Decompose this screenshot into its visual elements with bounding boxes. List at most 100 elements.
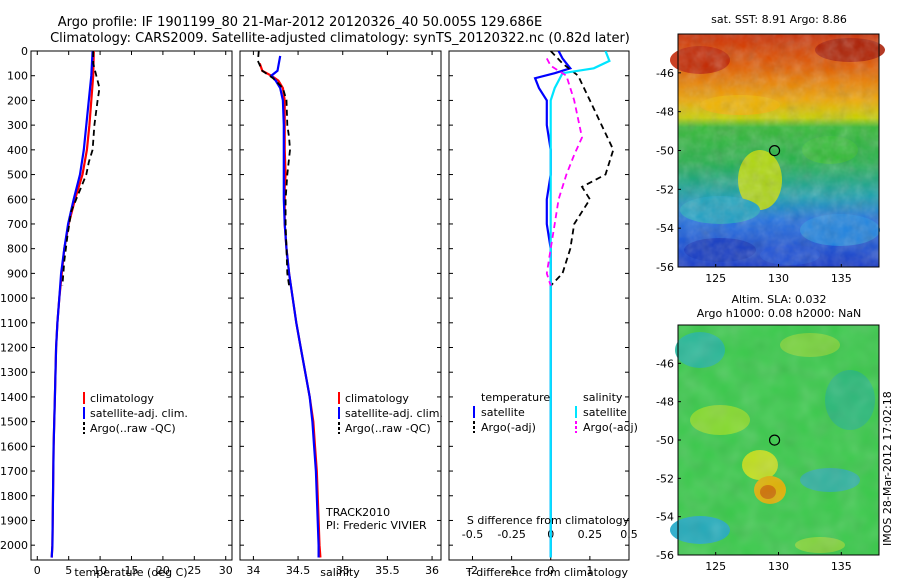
map-y-tick-label: -48: [656, 396, 674, 409]
temperature-series: [50, 51, 101, 558]
legend-label-argo: Argo(..raw -QC): [345, 422, 431, 435]
x-tick-label: 0: [34, 564, 41, 577]
series-line-argo-raw-qc-: [256, 51, 291, 286]
y-tick-label: 1300: [0, 366, 28, 379]
y-tick-label: 600: [7, 193, 28, 206]
y-tick-label: 100: [7, 70, 28, 83]
figure-title-line1: Argo profile: IF 1901199_80 21-Mar-2012 …: [58, 15, 542, 30]
difference-series: [533, 51, 615, 558]
legend-header-salinity: salinity: [583, 391, 623, 404]
temperature-axes: 0100200300400500600700800900100011001200…: [0, 45, 233, 577]
legend-label-satellite: satellite-adj. clim.: [90, 407, 188, 420]
salinity-legend: climatology satellite-adj. clim. Argo(..…: [325, 392, 443, 532]
map-y-tick-label: -46: [656, 357, 674, 370]
argo-location-marker: [768, 434, 781, 446]
difference-panel-frame: [448, 50, 630, 561]
secondary-x-tick-label: 0.25: [578, 528, 603, 541]
y-tick-label: 1600: [0, 440, 28, 453]
y-tick-label: 1200: [0, 342, 28, 355]
x-tick-label: 0: [547, 564, 554, 577]
map-y-tick-label: -52: [656, 183, 674, 196]
sst-map-title: sat. SST: 8.91 Argo: 8.86: [711, 13, 847, 26]
y-tick-label: 0: [21, 45, 28, 58]
y-tick-label: 1400: [0, 391, 28, 404]
x-tick-label: 25: [187, 564, 201, 577]
sla-map-title-line1: Altim. SLA: 0.032: [731, 293, 826, 306]
x-tick-label: -1: [506, 564, 517, 577]
map-y-tick-label: -48: [656, 106, 674, 119]
x-tick-label: 36: [425, 564, 439, 577]
x-tick-label: 35.5: [375, 564, 400, 577]
sla-map-texture: [678, 325, 879, 555]
temperature-legend: climatology satellite-adj. clim. Argo(..…: [83, 392, 188, 435]
legend-label-argo: Argo(..raw -QC): [90, 422, 176, 435]
legend-header-temperature: temperature: [481, 391, 550, 404]
y-tick-label: 1500: [0, 416, 28, 429]
difference-xlabel: T difference from climatology: [465, 566, 628, 579]
y-tick-label: 1800: [0, 490, 28, 503]
series-line-salinity-satellite: [549, 51, 611, 558]
series-line-argo-raw-qc-: [61, 51, 101, 286]
x-tick-label: 10: [93, 564, 107, 577]
salinity-axes: 34 34.5 35 35.5 36: [240, 50, 441, 577]
x-tick-label: 5: [65, 564, 72, 577]
legend-label-climatology: climatology: [90, 392, 154, 405]
y-tick-label: 800: [7, 243, 28, 256]
map-y-tick-label: -56: [656, 549, 674, 562]
y-tick-label: 1000: [0, 292, 28, 305]
sst-map: 125 130 135 -46 -48 -50 -52 -54 -56: [656, 33, 885, 285]
x-tick-label: 15: [125, 564, 139, 577]
legend-label-temp-argo: Argo(-adj): [481, 421, 536, 434]
x-tick-label: 20: [156, 564, 170, 577]
footer-stamp: IMOS 28-Mar-2012 17:02:18: [881, 391, 894, 546]
pi-annotation: PI: Frederic VIVIER: [326, 519, 427, 532]
salinity-panel-frame: [239, 50, 442, 561]
salinity-xlabel: salinity: [320, 566, 360, 579]
secondary-x-tick-label: -0.25: [497, 528, 525, 541]
y-tick-label: 1100: [0, 317, 28, 330]
argo-location-marker: [768, 144, 781, 157]
sla-map-title-line2: Argo h1000: 0.08 h2000: NaN: [697, 307, 862, 320]
map-y-tick-label: -50: [656, 145, 674, 158]
map-y-tick-label: -54: [656, 511, 674, 524]
y-tick-label: 300: [7, 119, 28, 132]
sst-map-axes: 125 130 135 -46 -48 -50 -52 -54 -56: [656, 67, 852, 285]
y-tick-label: 700: [7, 218, 28, 231]
track-annotation: TRACK2010: [325, 506, 390, 519]
map-x-tick-label: 135: [831, 272, 852, 285]
secondary-x-tick-label: -0.5: [462, 528, 483, 541]
map-x-tick-label: 130: [768, 272, 789, 285]
map-y-tick-label: -46: [656, 67, 674, 80]
y-tick-label: 200: [7, 94, 28, 107]
map-x-tick-label: 125: [705, 272, 726, 285]
secondary-x-tick-label: 0.5: [620, 528, 638, 541]
sst-map-texture: [678, 34, 879, 267]
temperature-panel-frame: [30, 50, 233, 561]
map-y-tick-label: -56: [656, 261, 674, 274]
y-tick-label: 500: [7, 169, 28, 182]
x-tick-label: 30: [219, 564, 233, 577]
map-x-tick-label: 125: [705, 560, 726, 573]
map-y-tick-label: -54: [656, 222, 674, 235]
x-tick-label: 1: [586, 564, 593, 577]
map-x-tick-label: 130: [768, 560, 789, 573]
map-y-tick-label: -52: [656, 472, 674, 485]
legend-label-temp-satellite: satellite: [481, 406, 525, 419]
legend-label-climatology: climatology: [345, 392, 409, 405]
series-line-temperature-argo-adj-: [550, 51, 615, 287]
legend-label-satellite: satellite-adj. clim.: [345, 407, 443, 420]
figure-title-line2: Climatology: CARS2009. Satellite-adjuste…: [50, 31, 630, 46]
sla-map: 125 130 135 -46 -48 -50 -52 -54 -56: [656, 324, 880, 573]
sla-map-axes: 125 130 135 -46 -48 -50 -52 -54 -56: [656, 357, 852, 573]
x-tick-label: -2: [467, 564, 478, 577]
map-x-tick-label: 135: [831, 560, 852, 573]
y-tick-label: 1700: [0, 465, 28, 478]
difference-secondary-xlabel: S difference from climatology: [467, 514, 630, 527]
difference-legend: temperature salinity satellite Argo(-adj…: [473, 391, 638, 434]
legend-label-sal-argo: Argo(-adj): [583, 421, 638, 434]
series-line-satellite-adj-clim-: [50, 51, 94, 558]
x-tick-label: 34.5: [286, 564, 311, 577]
y-tick-label: 400: [7, 144, 28, 157]
temperature-xlabel: temperature (deg C): [74, 566, 187, 579]
